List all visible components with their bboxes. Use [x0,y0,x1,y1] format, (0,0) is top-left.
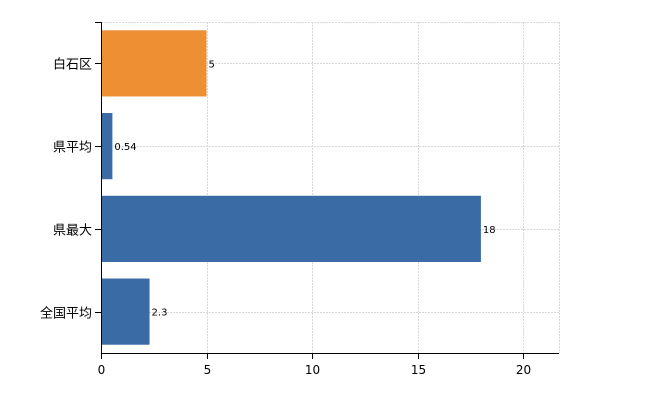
category-label-0: 白石区 [53,57,92,73]
category-label-2: 県最大 [53,224,92,239]
axis-layer [95,22,559,359]
data-label-0: 5 [209,59,215,70]
data-label-1: 0.54 [114,142,136,153]
x-tick-label-2: 10 [305,363,320,377]
bar-layer [101,30,481,345]
x-tick-label-3: 15 [411,363,426,377]
bar-0 [101,30,207,97]
bar-2 [101,195,481,262]
data-label-2: 18 [483,225,496,236]
category-label-3: 全国平均 [40,306,92,322]
x-tick-label-1: 5 [204,363,212,377]
data-label-3: 2.3 [152,308,168,319]
bar-1 [101,113,113,180]
x-tick-label-0: 0 [98,363,106,377]
bar-3 [101,278,150,345]
category-label-1: 県平均 [53,141,92,156]
x-tick-label-4: 20 [516,363,531,377]
